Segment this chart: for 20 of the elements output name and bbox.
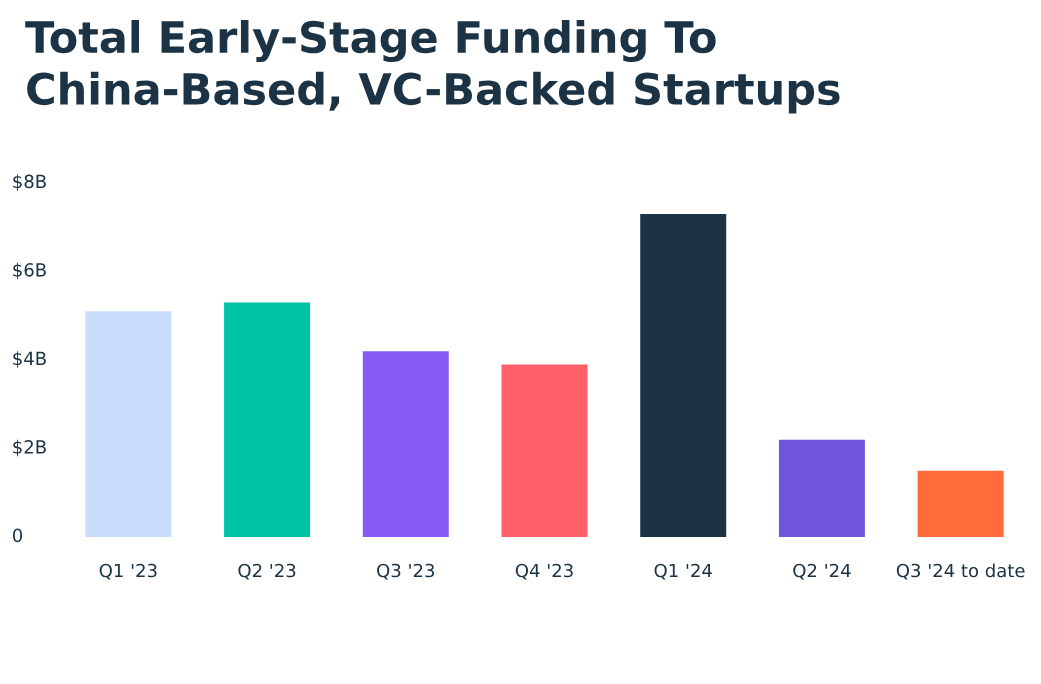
y-tick-label: $4B (13, 351, 46, 368)
y-tick-label: $8B (13, 174, 46, 191)
y-tick-label: $6B (13, 262, 46, 280)
y-tick-label: 0 (12, 528, 23, 543)
x-tick-label: Q2 '23 (238, 563, 296, 580)
bar (362, 351, 449, 537)
chart-title: Total Early-Stage Funding To China-Based, VC-Backed Startups (25, 20, 840, 114)
bar (917, 470, 1004, 537)
x-tick-label: Q1 '24 (654, 563, 712, 580)
bar (640, 213, 727, 537)
x-tick-label: Q2 '24 (793, 563, 851, 580)
y-tick-label: $2B (13, 439, 46, 457)
bar (85, 311, 172, 537)
bar (501, 364, 588, 537)
bar (778, 439, 865, 537)
x-tick-label: Q1 '23 (99, 563, 157, 580)
x-tick-label: Q3 '23 (377, 563, 435, 580)
x-tick-label: Q4 '23 (515, 563, 573, 580)
x-tick-label: Q3 '24 to date (896, 563, 1025, 580)
bar (224, 302, 311, 537)
